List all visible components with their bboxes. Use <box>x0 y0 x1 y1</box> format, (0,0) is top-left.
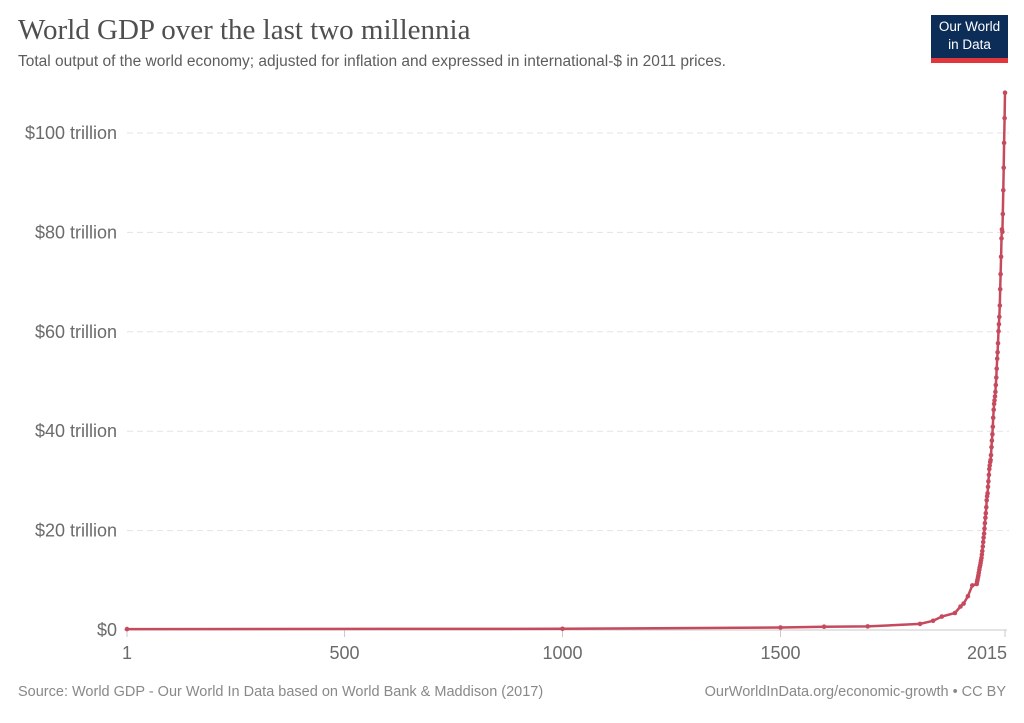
data-point[interactable] <box>982 526 987 531</box>
data-point[interactable] <box>1002 90 1008 95</box>
data-point[interactable] <box>1002 115 1007 121</box>
data-point[interactable] <box>990 431 995 437</box>
data-point[interactable] <box>991 407 996 413</box>
data-point[interactable] <box>1000 211 1006 217</box>
data-point[interactable] <box>124 626 130 632</box>
owid-logo[interactable]: Our World in Data <box>931 15 1008 63</box>
gdp-line[interactable] <box>125 91 1007 631</box>
data-point[interactable] <box>998 254 1004 260</box>
data-point[interactable] <box>991 401 997 407</box>
data-point[interactable] <box>989 438 995 443</box>
owid-logo-line2: in Data <box>948 36 991 52</box>
data-point[interactable] <box>970 583 975 588</box>
data-point[interactable] <box>996 322 1002 327</box>
data-point[interactable] <box>984 498 989 503</box>
data-point[interactable] <box>987 466 992 472</box>
y-tick-label: $80 trillion <box>35 222 117 242</box>
data-point[interactable] <box>1001 140 1007 146</box>
data-point[interactable] <box>979 552 985 557</box>
x-tick-label: 1 <box>122 643 132 663</box>
data-point[interactable] <box>917 621 923 627</box>
data-point[interactable] <box>993 382 999 388</box>
data-point[interactable] <box>988 452 994 458</box>
data-point[interactable] <box>982 520 988 526</box>
data-point[interactable] <box>980 539 986 545</box>
chart-title: World GDP over the last two millennia <box>18 14 471 46</box>
data-point[interactable] <box>986 479 991 484</box>
data-point[interactable] <box>997 286 1003 292</box>
data-point[interactable] <box>999 236 1004 241</box>
data-point[interactable] <box>980 548 985 554</box>
data-point[interactable] <box>986 472 992 478</box>
data-point[interactable] <box>865 624 870 629</box>
data-point[interactable] <box>997 314 1002 320</box>
data-point[interactable] <box>1000 229 1005 235</box>
data-point[interactable] <box>995 349 1000 355</box>
data-point[interactable] <box>992 398 997 403</box>
data-point[interactable] <box>821 624 827 629</box>
data-point[interactable] <box>981 531 987 536</box>
data-point[interactable] <box>993 389 998 395</box>
y-tick-label: $100 trillion <box>25 123 117 143</box>
y-tick-label: $0 <box>97 620 117 640</box>
chart-footer: Source: World GDP - Our World In Data ba… <box>18 684 1006 700</box>
data-point[interactable] <box>994 375 999 380</box>
source-note: Source: World GDP - Our World In Data ba… <box>18 684 544 700</box>
data-point[interactable] <box>994 356 1000 361</box>
y-tick-label: $20 trillion <box>35 521 117 541</box>
data-point[interactable] <box>778 625 783 630</box>
data-point[interactable] <box>1001 165 1006 171</box>
data-point[interactable] <box>989 444 994 450</box>
data-point[interactable] <box>992 394 998 399</box>
x-tick-label: 500 <box>330 643 360 663</box>
data-point[interactable] <box>997 303 1003 308</box>
data-point[interactable] <box>979 555 984 561</box>
x-tick-label: 1500 <box>760 643 800 663</box>
data-point[interactable] <box>952 610 958 616</box>
footer-link[interactable]: OurWorldInData.org/economic-growth • CC … <box>704 684 1006 700</box>
chart-subtitle: Total output of the world economy; adjus… <box>18 53 726 70</box>
data-point[interactable] <box>990 424 996 430</box>
data-point[interactable] <box>985 484 991 490</box>
data-point[interactable] <box>983 510 989 516</box>
data-point[interactable] <box>980 544 986 549</box>
data-point[interactable] <box>961 601 966 606</box>
owid-logo-line1: Our World <box>938 19 1001 34</box>
data-point[interactable] <box>988 457 993 463</box>
data-point[interactable] <box>965 593 971 599</box>
data-point[interactable] <box>998 271 1003 277</box>
data-point[interactable] <box>995 340 1001 346</box>
x-tick-label: 1000 <box>542 643 582 663</box>
data-point[interactable] <box>985 491 990 496</box>
x-tick-label: 2015 <box>967 643 1007 663</box>
data-point[interactable] <box>996 329 1001 334</box>
data-point[interactable] <box>984 504 989 510</box>
data-point[interactable] <box>981 535 986 540</box>
data-point[interactable] <box>939 614 945 619</box>
data-point[interactable] <box>994 366 999 371</box>
data-point[interactable] <box>958 604 963 609</box>
data-point[interactable] <box>560 626 565 632</box>
data-point[interactable] <box>983 515 988 520</box>
data-point[interactable] <box>990 415 996 421</box>
y-tick-label: $40 trillion <box>35 421 117 441</box>
data-point[interactable] <box>1001 187 1006 193</box>
y-tick-label: $60 trillion <box>35 322 117 342</box>
data-point[interactable] <box>930 618 936 624</box>
data-point[interactable] <box>987 463 992 468</box>
